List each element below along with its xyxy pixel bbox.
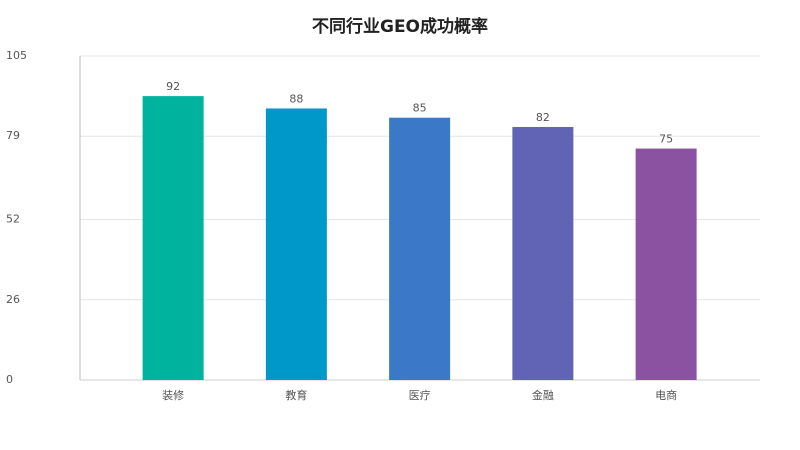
value-label: 75 <box>659 133 673 146</box>
value-label: 88 <box>289 92 303 105</box>
x-tick-label: 电商 <box>655 388 677 402</box>
x-tick-label: 金融 <box>532 388 554 402</box>
x-tick-label: 教育 <box>285 388 307 402</box>
value-label: 82 <box>536 111 550 124</box>
bar <box>389 117 451 380</box>
value-label: 92 <box>166 80 180 93</box>
bar <box>512 126 574 380</box>
y-tick-label: 79 <box>6 129 20 142</box>
x-tick-label: 装修 <box>162 388 184 402</box>
y-tick-label: 52 <box>6 213 20 226</box>
y-tick-label: 26 <box>6 293 20 306</box>
y-tick-label: 105 <box>6 49 27 62</box>
y-tick-label: 0 <box>6 373 13 386</box>
value-label: 85 <box>413 102 427 115</box>
bar <box>635 148 697 380</box>
chart-title: 不同行业GEO成功概率 <box>312 16 488 37</box>
bar <box>142 96 204 380</box>
x-tick-label: 医疗 <box>409 388 431 402</box>
bar <box>265 108 327 380</box>
